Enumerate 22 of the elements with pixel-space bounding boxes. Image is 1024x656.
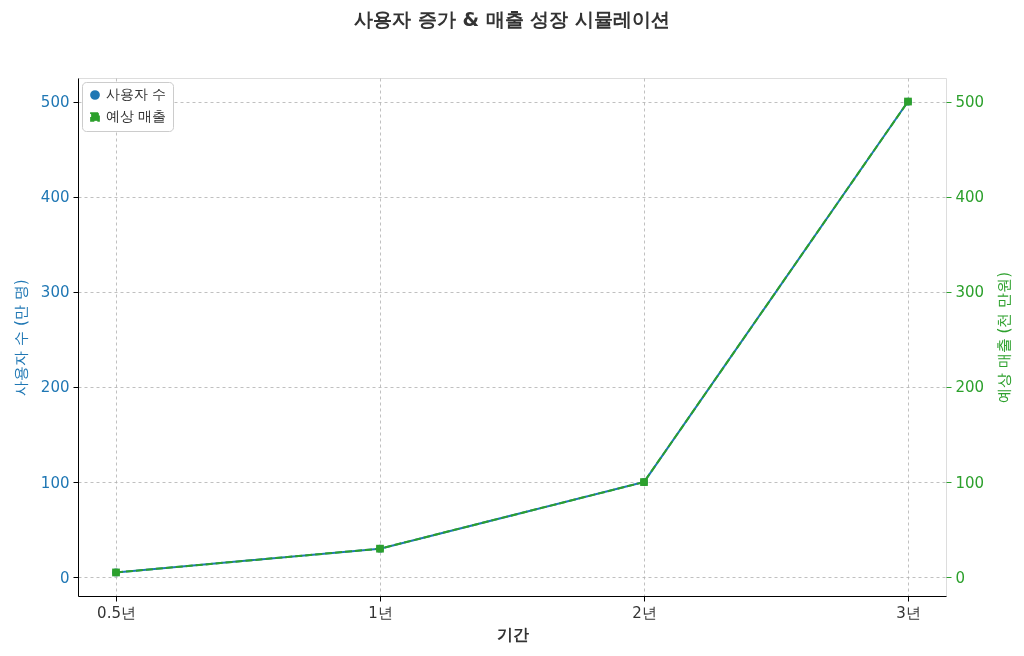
y2-tick-label: 0 [955,568,966,587]
x-tick-label: 1년 [368,603,393,622]
x-tick-label: 3년 [896,603,921,622]
y2-tick-label: 200 [955,378,985,397]
chart-title: 사용자 증가 & 매출 성장 시뮬레이션 [354,8,670,30]
x-tick-label: 0.5년 [97,603,136,622]
y-axis-title: 사용자 수 (만 명) [11,279,30,396]
y2-tick-label: 300 [955,283,985,302]
y2-tick-label: 400 [955,188,985,207]
y2-axis-title: 예상 매출 (천 만원) [994,271,1013,404]
y-tick-label: 300 [40,283,70,302]
y-tick-label: 400 [40,188,70,207]
y2-tick-label: 100 [955,473,985,492]
y-tick-label: 500 [40,93,70,112]
y-tick-label: 0 [59,568,70,587]
legend-label: 예상 매출 [106,108,167,124]
legend-label: 사용자 수 [106,86,167,102]
x-tick-label: 2년 [632,603,657,622]
y2-tick-label: 500 [955,93,985,112]
x-axis-title: 기간 [496,624,529,644]
y-tick-label: 200 [40,378,70,397]
y-tick-label: 100 [40,473,70,492]
